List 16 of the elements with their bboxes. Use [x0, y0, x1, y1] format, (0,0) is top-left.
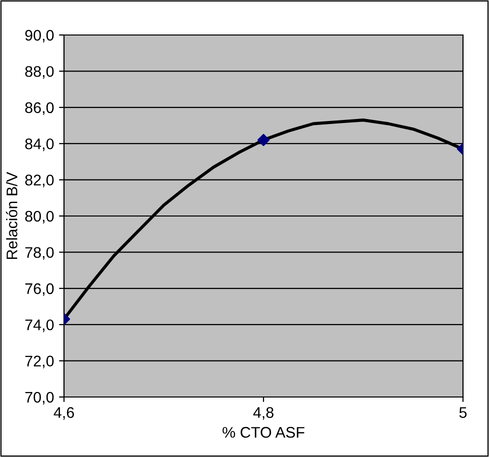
y-tick-label: 74,0 [25, 319, 54, 332]
y-tick-label: 78,0 [25, 247, 54, 260]
y-tick-label: 76,0 [25, 283, 54, 296]
y-axis-title: Relación B/V [6, 172, 18, 259]
x-tick-label: 4,8 [253, 407, 274, 420]
x-tick-label: 4,6 [54, 407, 74, 420]
y-tick-label: 82,0 [25, 174, 54, 188]
x-tick-label: 5 [459, 407, 467, 418]
y-tick-label: 90,0 [25, 30, 54, 42]
y-tick-label: 88,0 [25, 66, 54, 79]
y-tick-label: 72,0 [25, 356, 54, 368]
y-tick-label: 86,0 [25, 102, 54, 115]
y-tick-label: 80,0 [25, 210, 54, 224]
y-tick-label: 84,0 [25, 138, 54, 152]
y-tick-label: 70,0 [25, 392, 54, 404]
x-axis-title: % CTO ASF [222, 426, 304, 438]
